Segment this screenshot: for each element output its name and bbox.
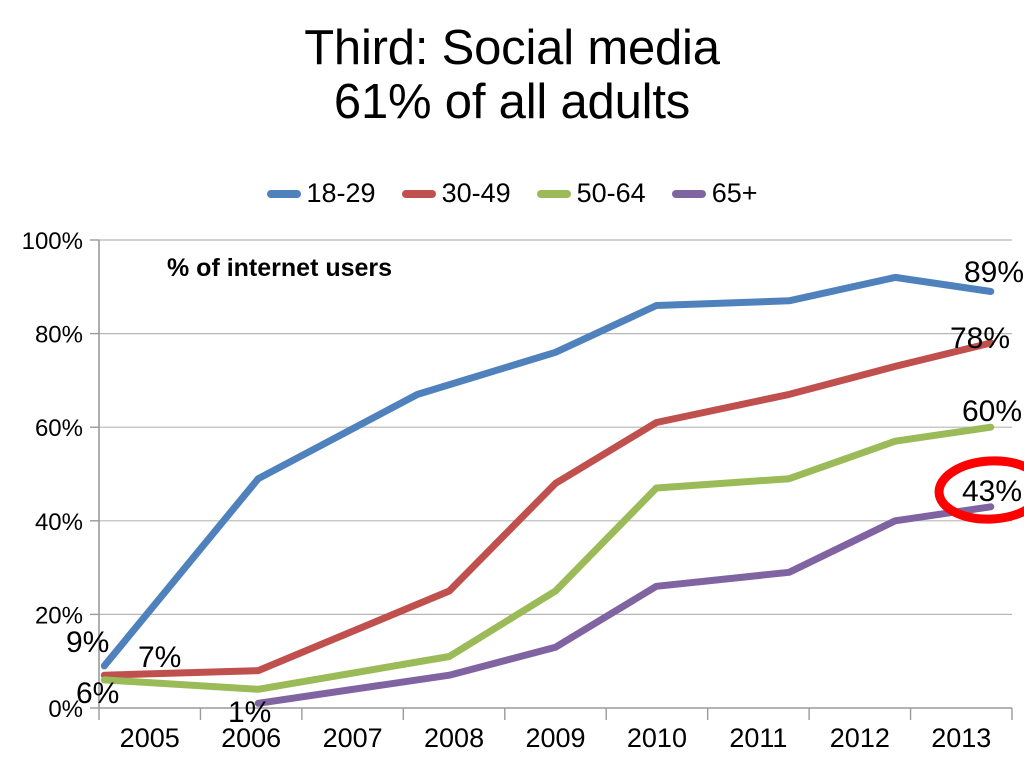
legend-item-label: 30-49 [441, 178, 511, 208]
x-axis-tick-label-2006: 2006 [221, 723, 281, 753]
data-label-9pct: 9% [66, 626, 109, 659]
plot-subtitle: % of internet users [167, 254, 392, 282]
series-line-50-64[interactable] [100, 423, 995, 693]
legend-item-30-49[interactable]: 30-49 [401, 178, 511, 208]
x-axis-tick-label-2010: 2010 [627, 723, 687, 753]
data-label-6pct: 6% [76, 677, 119, 710]
x-axis-tick-label-2013: 2013 [931, 723, 991, 753]
chart-legend: 18-29 30-49 50-64 65+ [0, 180, 1024, 207]
series-line-65-[interactable] [254, 503, 995, 707]
legend-swatch-icon [266, 189, 301, 198]
legend-item-label: 65+ [711, 178, 758, 208]
series-line-30-49[interactable] [100, 339, 995, 679]
y-axis-tick-label: 20% [35, 602, 83, 629]
title-line-1: Third: Social media [304, 21, 720, 75]
x-axis-tick-label-2007: 2007 [323, 723, 383, 753]
legend-swatch-icon [671, 189, 706, 198]
data-label-7pct: 7% [138, 641, 181, 674]
x-axis-tick-label-2008: 2008 [424, 723, 484, 753]
y-axis-tick-label: 40% [35, 509, 83, 536]
data-label-89pct: 89% [964, 256, 1024, 289]
legend-item-18-29[interactable]: 18-29 [266, 178, 376, 208]
legend-item-65-[interactable]: 65+ [671, 178, 758, 208]
x-axis-tick-label-2009: 2009 [525, 723, 585, 753]
data-label-60pct: 60% [962, 395, 1022, 428]
highlight-ellipse-annotation [934, 456, 1024, 524]
legend-swatch-icon [401, 189, 436, 198]
x-axis-tick-label-2011: 2011 [729, 723, 787, 753]
data-label-1pct: 1% [228, 696, 271, 729]
data-label-43pct: 43% [962, 475, 1022, 508]
title-line-2: 61% of all adults [333, 74, 691, 129]
data-label-78pct: 78% [950, 322, 1010, 355]
y-axis-tick-label: 80% [35, 322, 83, 349]
x-axis-tick-label-2012: 2012 [830, 723, 890, 753]
series-line-18-29[interactable] [100, 273, 995, 670]
y-axis-tick-label: 0% [48, 696, 83, 723]
page-title: Third: Social media 61% of all adults [0, 21, 1024, 130]
x-axis-tick-label-2005: 2005 [120, 723, 180, 753]
legend-item-label: 50-64 [576, 178, 646, 208]
legend-item-label: 18-29 [306, 178, 376, 208]
y-axis-tick-label: 60% [35, 415, 83, 442]
legend-item-50-64[interactable]: 50-64 [536, 178, 646, 208]
legend-swatch-icon [536, 189, 571, 198]
y-axis-tick-label: 100% [22, 228, 83, 255]
